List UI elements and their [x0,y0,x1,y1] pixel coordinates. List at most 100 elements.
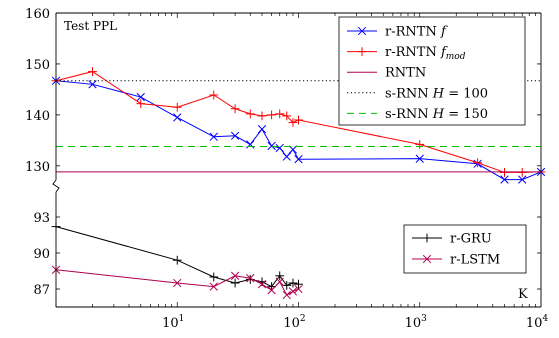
data-point-r-lstm [173,278,182,288]
data-point-r-rntn-f [518,175,527,184]
data-point-r-rntn-f-mod [415,140,425,149]
legend-label: s-RNN H = 150 [385,107,488,122]
legend-bottom: r-GRU r-LSTM [403,224,527,274]
marker-stroke [294,155,303,164]
legend-entry-s-rnn-h-100: s-RNN H = 100 [347,86,488,101]
series-line-r-rntn-f [55,80,542,181]
legend-label: r-RNTN f [385,25,448,40]
data-point-r-lstm [267,286,276,295]
data-point-r-rntn-f-mod [473,158,483,168]
legend-box [403,224,527,274]
legend-marker [357,26,367,36]
marker-stroke [209,132,218,141]
y-tick-label: 150 [25,58,50,73]
data-point-r-rntn-f-mod [209,90,219,100]
x-tick-label: 102 [283,314,305,331]
data-point-r-gru [275,271,285,281]
x-tick-label: 103 [405,314,428,331]
marker-stroke [282,290,291,300]
marker-stroke [422,254,432,264]
data-point-r-rntn-f-mod [267,110,277,120]
marker-stroke [500,175,509,184]
legend-entry-r-rntn-f-mod: r-RNTN fmod [347,45,466,62]
data-point-r-rntn-f-mod [172,102,182,112]
marker-stroke [173,278,182,288]
data-point-r-lstm [209,282,218,291]
data-point-r-rntn-f [136,92,145,102]
marker-stroke [415,154,424,163]
data-point-r-rntn-f-mod [136,99,146,109]
data-point-r-lstm [282,290,291,300]
data-point-r-rntn-f-mod [257,111,267,121]
legend-box [338,16,526,126]
marker-stroke [257,124,267,134]
data-point-r-rntn-f-mod [88,67,97,76]
data-point-r-gru [288,278,298,288]
data-point-r-rntn-f [209,132,218,141]
data-point-r-rntn-f [275,143,284,153]
legend-label: RNTN [385,66,426,81]
y-tick-label: 87 [33,283,50,298]
data-point-r-gru [294,279,303,289]
y-tick-label: 93 [33,211,50,226]
legend-label: s-RNN H = 100 [385,86,488,101]
series-line-r-rntn-f-mod [55,71,542,173]
legend-entry-r-rntn-f: r-RNTN f [347,25,448,40]
data-point-r-lstm [294,284,303,294]
y-tick-label: 90 [33,247,50,262]
marker-stroke [282,152,291,161]
x-tick-label: 104 [526,314,549,331]
marker-stroke [246,140,255,149]
data-point-r-gru [282,281,292,290]
marker-stroke [288,287,298,296]
data-point-r-rntn-f-mod [275,109,285,119]
marker-stroke [357,26,367,36]
legend-top: r-RNTN f r-RNTN fmod RNTN s-RNN H = 100 s-RN… [338,16,526,126]
marker-stroke [230,131,240,140]
data-point-r-rntn-f [257,124,267,134]
x-tick-label: 101 [162,314,184,331]
axis-break-mark [52,179,60,193]
data-point-r-rntn-f [88,80,97,89]
x-axis-label: K [518,287,528,302]
legend-label: r-RNTN fmod [385,45,466,62]
legend-entry-r-gru: r-GRU [412,232,492,247]
data-point-r-lstm [257,280,267,289]
data-point-r-rntn-f [415,154,424,163]
data-point-r-rntn-f [282,152,291,161]
marker-stroke [257,280,267,289]
axis-labels: 130 140 150 160 87 90 93 101 102 103 104 Test PPL K [25,7,548,331]
marker-stroke [246,274,255,283]
legend-marker [357,47,367,56]
data-point-r-rntn-f [267,141,276,151]
data-point-r-rntn-f-mod [294,115,303,125]
data-point-r-rntn-f [500,175,509,184]
legend-entry-r-lstm: r-LSTM [412,253,500,268]
data-point-r-rntn-f-mod [288,118,298,127]
y-axis-label: Test PPL [64,19,117,33]
data-point-r-lstm [288,287,298,296]
marker-stroke [88,80,97,89]
data-point-r-rntn-f-mod [282,111,292,121]
marker-stroke [209,282,218,291]
data-point-r-gru [230,278,240,288]
data-point-r-lstm [275,277,284,286]
marker-stroke [173,113,182,122]
legend-label: r-GRU [450,232,492,247]
marker-stroke [275,143,284,153]
marker-stroke [267,286,276,295]
legend-marker [422,233,432,243]
legends: r-RNTN f r-RNTN fmod RNTN s-RNN H = 100 s-RN… [338,16,527,274]
data-point-r-rntn-f-mod [500,168,509,177]
marker-stroke [136,92,145,102]
y-tick-label: 140 [25,109,50,124]
data-point-r-rntn-f-mod [245,109,255,119]
data-point-r-rntn-f [230,131,240,140]
y-tick-label: 130 [25,160,50,175]
marker-stroke [230,271,240,280]
data-point-r-rntn-f-mod [517,168,527,177]
plot-lines [51,67,546,300]
marker-stroke [288,145,298,154]
marker-stroke [294,284,303,294]
